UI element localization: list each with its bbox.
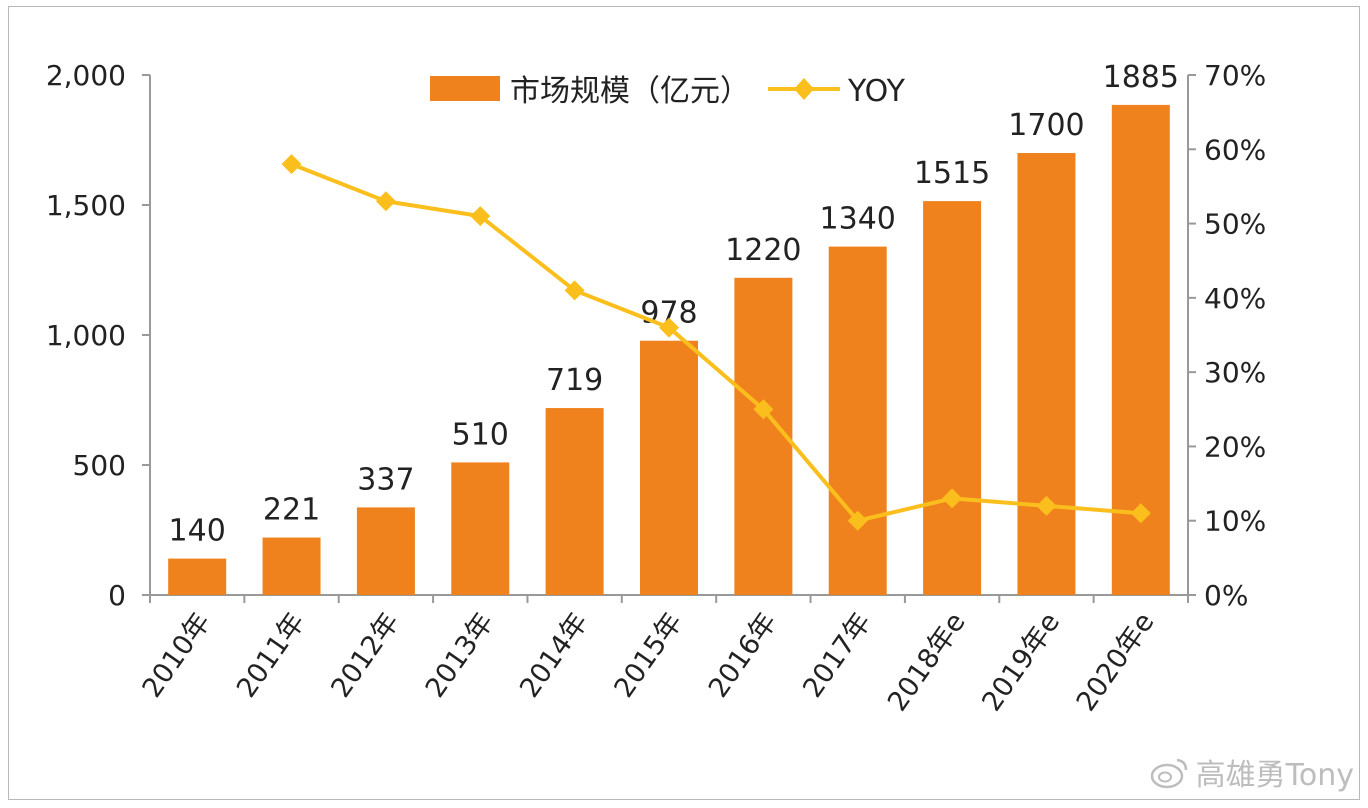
x-tick-label: 2019年e [976, 607, 1066, 717]
x-tick-label: 2012年 [325, 607, 405, 703]
x-tick-label: 2020年e [1071, 607, 1161, 717]
bar-data-label: 510 [452, 417, 509, 452]
bar-data-label: 1340 [820, 202, 896, 237]
yoy-marker [281, 154, 302, 175]
legend-line-label: YOY [847, 74, 906, 109]
yoy-marker [375, 191, 396, 212]
yoy-marker [659, 317, 679, 338]
left-tick-label: 500 [73, 449, 126, 482]
legend: 市场规模（亿元） YOY [430, 74, 906, 109]
right-tick-label: 70% [1204, 59, 1266, 92]
x-tick-label: 2018年e [882, 607, 972, 717]
bar [640, 340, 698, 595]
yoy-line-series [281, 154, 1151, 531]
x-tick-label: 2010年 [137, 607, 217, 703]
x-tick-label: 2014年 [514, 607, 594, 703]
legend-line-marker [794, 78, 814, 100]
x-tick-label: 2013年 [420, 607, 500, 703]
watermark-text: 高雄勇Tony [1195, 758, 1354, 793]
bar-data-label: 140 [169, 514, 226, 549]
bar [734, 277, 793, 595]
weibo-icon [1150, 758, 1187, 789]
yoy-marker [942, 488, 963, 509]
yoy-line [290, 162, 1141, 523]
yoy-marker [564, 280, 585, 301]
bar-series [168, 104, 1170, 596]
bar-data-label: 221 [263, 493, 320, 528]
bar [451, 462, 510, 595]
left-tick-label: 2,000 [46, 59, 126, 92]
right-tick-label: 40% [1204, 282, 1266, 315]
bar [828, 246, 887, 595]
x-tick-label: 2016年 [703, 607, 783, 703]
x-tick-label: 2011年 [231, 607, 311, 703]
right-tick-label: 10% [1204, 505, 1266, 538]
left-tick-label: 1,000 [46, 319, 126, 352]
x-axis-labels: 2010年 2011年 2012年 2013年 2014年 2015年 2016年 2017年… [137, 607, 1161, 717]
right-tick-label: 20% [1204, 430, 1266, 463]
right-tick-label: 30% [1204, 356, 1266, 389]
bar [168, 558, 227, 595]
bar-data-label: 719 [546, 363, 603, 398]
left-tick-label: 1,500 [46, 189, 126, 222]
bar-data-label: 1220 [725, 233, 801, 268]
bar [545, 408, 604, 595]
bar-data-label: 1515 [914, 156, 990, 191]
x-tick-label: 2015年 [608, 607, 688, 703]
bar [1017, 153, 1076, 595]
bar-data-label: 1700 [1008, 108, 1084, 143]
legend-bar-swatch [430, 76, 500, 101]
chart-frame [8, 6, 1360, 800]
bar-data-label: 337 [357, 462, 414, 497]
right-tick-label: 60% [1204, 133, 1266, 166]
bar-data-label: 1885 [1103, 60, 1179, 95]
bar [262, 537, 321, 595]
left-tick-label: 0 [108, 579, 126, 612]
watermark: 高雄勇Tony [1150, 750, 1354, 794]
right-tick-label: 50% [1204, 208, 1266, 241]
yoy-marker [753, 399, 774, 420]
yoy-marker [470, 206, 491, 227]
yoy-marker [1036, 495, 1057, 516]
axes: 0 500 1,000 1,500 2,000 0% 10% 20% 30% 40% 50% 60% 7… [46, 59, 1266, 612]
legend-bar-label: 市场规模（亿元） [510, 74, 750, 109]
yoy-marker [1130, 503, 1151, 524]
x-tick-label: 2017年 [797, 607, 877, 703]
bar [356, 507, 415, 595]
right-tick-label: 0% [1204, 579, 1248, 612]
bar [923, 201, 982, 595]
yoy-marker [847, 510, 868, 531]
